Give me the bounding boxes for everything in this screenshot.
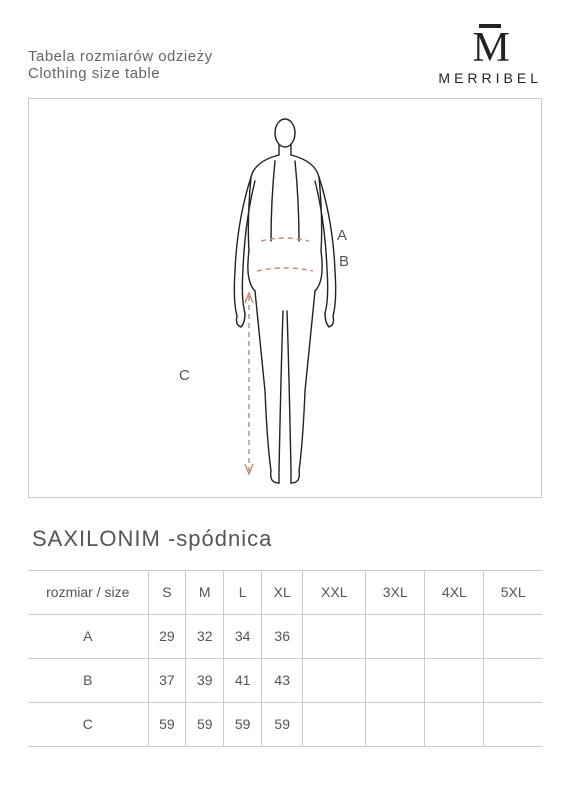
cell <box>303 614 366 658</box>
cell <box>484 702 542 746</box>
table-row: B 37 39 41 43 <box>28 658 542 702</box>
product-type: -spódnica <box>168 526 272 551</box>
header: Tabela rozmiarów odzieży Clothing size t… <box>28 24 542 86</box>
cell <box>425 614 484 658</box>
row-label: B <box>28 658 148 702</box>
cell <box>425 658 484 702</box>
product-name: SAXILONIM <box>32 526 161 551</box>
cell <box>303 702 366 746</box>
col-header: XXL <box>303 570 366 614</box>
size-table-header-row: rozmiar / size S M L XL XXL 3XL 4XL 5XL <box>28 570 542 614</box>
size-table: rozmiar / size S M L XL XXL 3XL 4XL 5XL … <box>28 570 542 747</box>
brand-logo: M MERRIBEL <box>438 24 542 86</box>
cell: 37 <box>148 658 186 702</box>
title-line-1: Tabela rozmiarów odzieży <box>28 48 213 65</box>
cell <box>366 702 425 746</box>
row-header-label: rozmiar / size <box>28 570 148 614</box>
table-row: A 29 32 34 36 <box>28 614 542 658</box>
table-row: C 59 59 59 59 <box>28 702 542 746</box>
col-header: S <box>148 570 186 614</box>
cell: 29 <box>148 614 186 658</box>
cell <box>484 614 542 658</box>
cell: 59 <box>224 702 262 746</box>
cell: 59 <box>186 702 224 746</box>
col-header: 5XL <box>484 570 542 614</box>
figure-diagram: A B C <box>28 98 542 498</box>
body-figure-icon <box>175 111 395 491</box>
cell: 43 <box>262 658 303 702</box>
cell <box>366 658 425 702</box>
cell: 59 <box>262 702 303 746</box>
cell: 34 <box>224 614 262 658</box>
cell: 36 <box>262 614 303 658</box>
cell <box>484 658 542 702</box>
col-header: 4XL <box>425 570 484 614</box>
cell: 41 <box>224 658 262 702</box>
title-block: Tabela rozmiarów odzieży Clothing size t… <box>28 24 213 82</box>
cell: 32 <box>186 614 224 658</box>
col-header: XL <box>262 570 303 614</box>
label-c: C <box>179 367 190 384</box>
cell: 59 <box>148 702 186 746</box>
logo-m-icon: M <box>438 30 542 68</box>
col-header: 3XL <box>366 570 425 614</box>
title-line-2: Clothing size table <box>28 65 213 82</box>
cell <box>303 658 366 702</box>
row-label: A <box>28 614 148 658</box>
col-header: L <box>224 570 262 614</box>
product-title: SAXILONIM -spódnica <box>28 526 542 552</box>
cell <box>425 702 484 746</box>
col-header: M <box>186 570 224 614</box>
row-label: C <box>28 702 148 746</box>
cell: 39 <box>186 658 224 702</box>
label-b: B <box>339 253 349 270</box>
label-a: A <box>337 227 347 244</box>
brand-name: MERRIBEL <box>438 70 542 86</box>
cell <box>366 614 425 658</box>
